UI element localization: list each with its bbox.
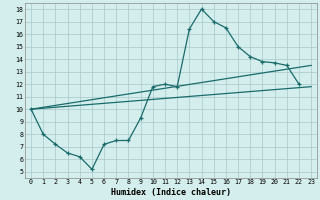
X-axis label: Humidex (Indice chaleur): Humidex (Indice chaleur)	[111, 188, 231, 197]
